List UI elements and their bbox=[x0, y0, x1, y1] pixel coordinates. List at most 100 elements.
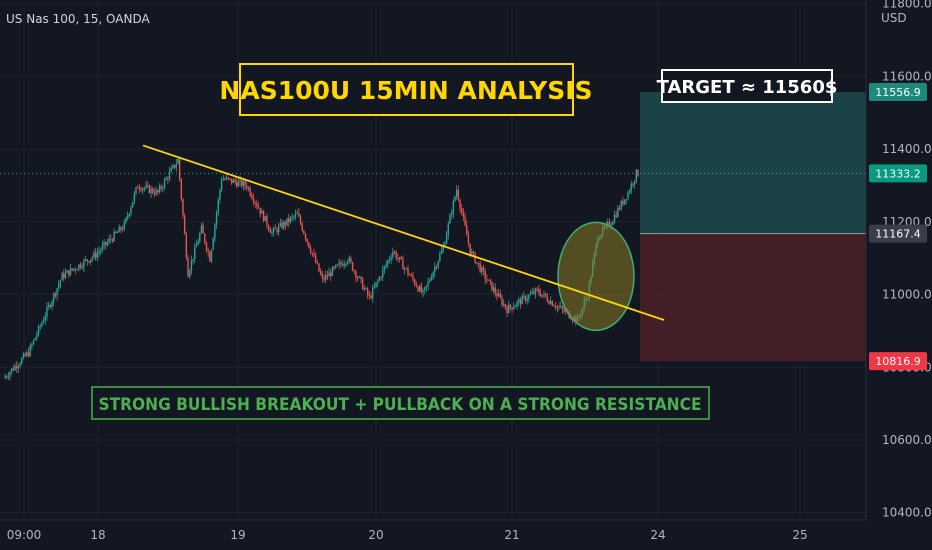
candle-body bbox=[570, 317, 572, 320]
candle bbox=[187, 254, 189, 278]
candle-body bbox=[277, 225, 280, 233]
candle-body bbox=[608, 221, 611, 227]
candle-body bbox=[108, 238, 110, 243]
stop-zone bbox=[640, 233, 866, 362]
candle-body bbox=[74, 268, 77, 270]
candle-body bbox=[625, 199, 627, 201]
candle-body bbox=[88, 261, 90, 263]
candle bbox=[158, 183, 161, 194]
candle bbox=[207, 247, 209, 257]
candle bbox=[308, 241, 310, 249]
x-tick-label: 19 bbox=[230, 528, 245, 542]
candle bbox=[623, 199, 626, 206]
candle bbox=[185, 231, 188, 261]
candle bbox=[205, 241, 208, 253]
candle-body bbox=[330, 272, 332, 276]
candle bbox=[178, 158, 181, 182]
candle bbox=[210, 248, 213, 264]
candle bbox=[5, 374, 8, 380]
candle-body bbox=[434, 266, 436, 273]
candle bbox=[163, 177, 166, 191]
candle bbox=[259, 208, 261, 218]
candle bbox=[111, 237, 114, 244]
candle bbox=[489, 278, 491, 286]
candle-body bbox=[177, 159, 179, 164]
candle bbox=[182, 198, 184, 219]
candle-body bbox=[368, 295, 371, 297]
candle bbox=[241, 178, 243, 189]
candle-body bbox=[135, 187, 137, 194]
candle-body bbox=[153, 192, 156, 195]
candle bbox=[165, 176, 167, 181]
candle-body bbox=[304, 234, 307, 240]
candle bbox=[388, 255, 391, 264]
candle bbox=[118, 224, 120, 233]
candle-body bbox=[222, 178, 224, 181]
candle bbox=[393, 250, 396, 255]
candle-body bbox=[464, 216, 466, 226]
candle-body bbox=[499, 293, 502, 298]
candle-body bbox=[454, 196, 456, 202]
candle-body bbox=[298, 213, 300, 217]
candle-body bbox=[182, 199, 184, 216]
candle-body bbox=[158, 186, 161, 193]
candle-body bbox=[152, 188, 154, 193]
candle-body bbox=[511, 307, 513, 310]
candle bbox=[544, 293, 547, 299]
candle-body bbox=[58, 284, 60, 289]
price-badge-stop: 10816.9 bbox=[869, 352, 927, 371]
candle-body bbox=[118, 226, 120, 233]
candle bbox=[214, 223, 216, 243]
candle-body bbox=[71, 268, 73, 270]
candle-body bbox=[630, 183, 632, 191]
candle bbox=[237, 177, 240, 187]
candle bbox=[534, 287, 537, 299]
candle-body bbox=[430, 278, 433, 280]
candle bbox=[257, 202, 260, 209]
candle-body bbox=[247, 187, 250, 189]
candle-body bbox=[615, 215, 617, 217]
candle bbox=[301, 221, 303, 232]
candle-body bbox=[296, 213, 298, 215]
resistance-trendline bbox=[142, 144, 665, 321]
candle bbox=[153, 188, 156, 198]
candle-body bbox=[424, 287, 426, 291]
candle bbox=[110, 234, 112, 244]
candle-body bbox=[241, 179, 243, 187]
target-zone bbox=[640, 92, 866, 234]
candle-body bbox=[462, 212, 465, 217]
candle-body bbox=[98, 251, 100, 253]
candle-body bbox=[16, 365, 18, 369]
candle bbox=[397, 253, 399, 263]
candle-body bbox=[558, 306, 560, 308]
candle-body bbox=[521, 296, 523, 305]
candle-body bbox=[94, 252, 97, 258]
candle-body bbox=[476, 262, 478, 264]
candle-body bbox=[353, 270, 355, 272]
candle bbox=[427, 277, 429, 290]
candle bbox=[17, 363, 20, 374]
candle-body bbox=[69, 268, 72, 276]
candle-body bbox=[197, 241, 199, 245]
candle bbox=[143, 186, 146, 192]
candle bbox=[81, 263, 83, 270]
candle-body bbox=[131, 201, 134, 208]
candle-body bbox=[439, 253, 441, 262]
candle-body bbox=[518, 299, 520, 302]
candle bbox=[133, 191, 135, 205]
candle-body bbox=[103, 242, 105, 246]
candle bbox=[382, 265, 384, 282]
candle-body bbox=[402, 259, 404, 270]
candle-body bbox=[360, 276, 362, 280]
candle bbox=[131, 201, 134, 208]
symbol-title[interactable]: US Nas 100, 15, OANDA bbox=[6, 12, 150, 26]
candle bbox=[74, 267, 77, 274]
candle-body bbox=[378, 277, 381, 281]
candle bbox=[476, 262, 478, 265]
candle-body bbox=[89, 259, 92, 263]
price-badge-bg bbox=[869, 224, 927, 243]
candle-body bbox=[420, 286, 423, 293]
candle bbox=[296, 210, 298, 215]
candle-body bbox=[331, 267, 334, 276]
candle bbox=[481, 265, 483, 276]
